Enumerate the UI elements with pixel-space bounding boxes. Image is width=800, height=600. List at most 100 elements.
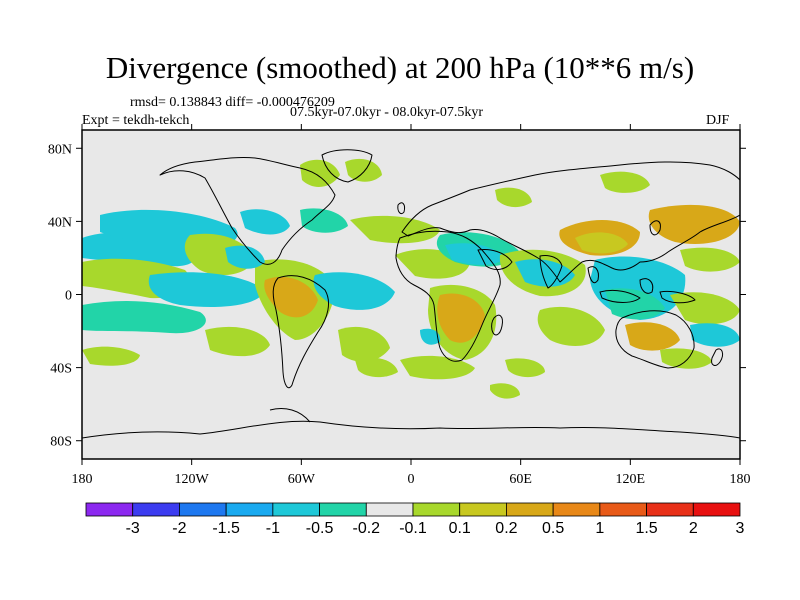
- colorbar: [85, 502, 741, 517]
- contour-region: [495, 187, 532, 208]
- colorbar-swatch: [552, 502, 601, 517]
- x-tick-label: 60E: [509, 472, 532, 487]
- colorbar-swatch: [319, 502, 367, 517]
- coastline: [599, 289, 641, 303]
- colorbar-label: 0.5: [542, 520, 564, 537]
- period-label: 07.5kyr-07.0kyr - 08.0kyr-07.5kyr: [290, 105, 484, 120]
- stats-label: rmsd= 0.138843 diff= -0.000476209: [130, 95, 335, 110]
- x-tick-label: 180: [72, 472, 93, 487]
- colorbar-swatch: [646, 502, 694, 517]
- x-tick-label: 0: [408, 472, 415, 487]
- contour-region: [420, 328, 441, 345]
- contour-region: [82, 300, 206, 334]
- contour-region: [338, 326, 390, 362]
- coastline: [649, 220, 661, 236]
- contour-region: [300, 208, 348, 233]
- contour-region: [437, 293, 485, 343]
- contour-region: [515, 259, 575, 287]
- season-label: DJF: [706, 113, 730, 128]
- map-frame: [76, 124, 746, 465]
- x-tick-label: 180: [730, 472, 751, 487]
- y-axis-labels: 80N 40N 0 40S 80S: [48, 142, 72, 449]
- coastline: [321, 149, 373, 183]
- colorbar-label: 1.5: [635, 520, 657, 537]
- contour-region: [670, 292, 740, 325]
- coastline: [539, 255, 563, 289]
- x-tick-label: 60W: [288, 472, 316, 487]
- coastline: [659, 291, 696, 304]
- x-tick-label: 120E: [616, 472, 646, 487]
- coastline: [159, 157, 336, 265]
- colorbar-label: -2: [172, 520, 186, 537]
- colorbar-swatch: [132, 502, 180, 517]
- y-tick-label: 80S: [50, 435, 72, 450]
- contour-region: [345, 158, 382, 182]
- colorbar-swatch: [225, 502, 274, 517]
- colorbar-label: 0.2: [495, 520, 517, 537]
- coastline: [587, 266, 599, 284]
- contour-region: [660, 348, 712, 369]
- plot-title: Divergence (smoothed) at 200 hPa (10**6 …: [105, 50, 695, 85]
- colorbar-label: 2: [689, 520, 698, 537]
- colorbar-swatch: [459, 502, 507, 517]
- coastline: [401, 161, 740, 283]
- x-tick-label: 120W: [175, 472, 210, 487]
- y-tick-label: 40N: [48, 215, 72, 230]
- colorbar-labels: -3 -2 -1.5 -1 -0.5 -0.2 -0.1 0.1 0.2 0.5 1 1.5 2 3: [126, 520, 745, 537]
- y-tick-label: 80N: [48, 142, 72, 157]
- colorbar-swatch: [506, 502, 554, 517]
- contour-region: [648, 204, 740, 244]
- contour-region: [240, 209, 290, 235]
- colorbar-label: 3: [736, 520, 745, 537]
- contour-region: [680, 247, 740, 272]
- coastline: [269, 408, 311, 423]
- colorbar-label: -3: [126, 520, 140, 537]
- y-tick-label: 0: [65, 289, 72, 304]
- coastlines: [82, 149, 740, 439]
- coastline: [395, 230, 501, 362]
- colorbar-label: -0.2: [352, 520, 380, 537]
- contour-region: [300, 159, 340, 187]
- contour-shading: [82, 158, 740, 399]
- colorbar-swatch: [85, 502, 134, 517]
- contour-region: [537, 306, 605, 346]
- contour-region: [625, 322, 680, 351]
- coastline: [272, 275, 329, 389]
- contour-region: [313, 272, 395, 310]
- colorbar-label: -0.5: [306, 520, 334, 537]
- contour-region: [505, 358, 545, 378]
- contour-region: [600, 171, 650, 193]
- contour-region: [264, 276, 318, 318]
- y-tick-label: 40S: [50, 362, 72, 377]
- colorbar-label: -1: [266, 520, 280, 537]
- contour-region: [350, 215, 440, 244]
- coastline: [639, 278, 654, 294]
- colorbar-swatch: [179, 502, 227, 517]
- colorbar-label: 0.1: [449, 520, 471, 537]
- contour-region: [82, 346, 140, 366]
- contour-region: [605, 288, 665, 320]
- contour-region: [355, 357, 398, 378]
- colorbar-label: -0.1: [399, 520, 427, 537]
- colorbar-swatch: [272, 502, 320, 517]
- colorbar-label: -1.5: [212, 520, 240, 537]
- colorbar-swatch: [365, 502, 414, 517]
- colorbar-swatch: [692, 502, 741, 517]
- coastline: [615, 310, 695, 369]
- coastline: [477, 249, 513, 270]
- colorbar-swatch: [599, 502, 647, 517]
- x-axis-labels: 180 120W 60W 0 60E 120E 180: [72, 472, 751, 487]
- contour-region: [205, 326, 270, 357]
- coastline: [711, 348, 724, 366]
- contour-region: [225, 245, 265, 269]
- colorbar-label: 1: [595, 520, 604, 537]
- contour-region: [148, 272, 265, 308]
- colorbar-swatch: [412, 502, 461, 517]
- contour-region: [690, 323, 740, 347]
- coastline: [397, 202, 405, 215]
- contour-region: [490, 383, 520, 399]
- experiment-label: Expt = tekdh-tekch: [82, 113, 190, 128]
- contour-region: [575, 232, 628, 254]
- coastline: [491, 314, 503, 336]
